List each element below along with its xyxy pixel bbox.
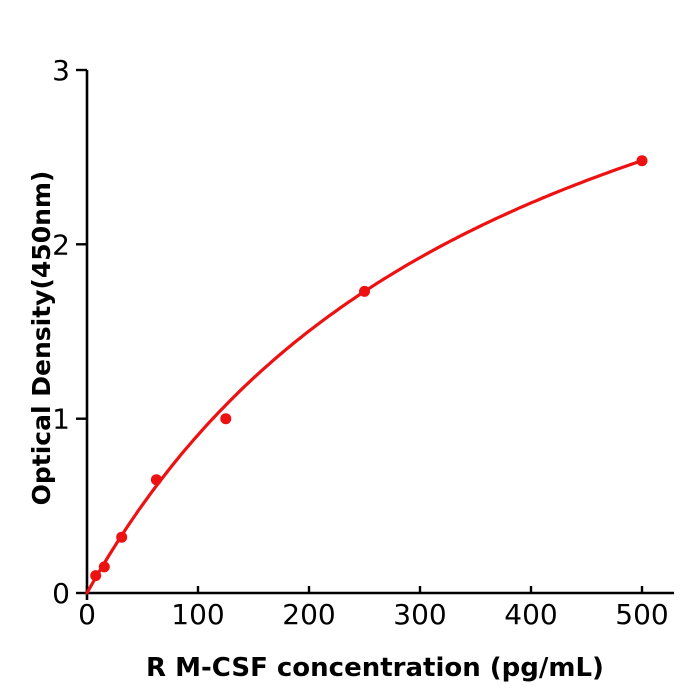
y-axis-title: Optical Density(450nm) bbox=[27, 171, 56, 506]
x-tick-label: 200 bbox=[282, 598, 335, 631]
y-tick-labels: 0 1 2 3 bbox=[52, 54, 70, 610]
x-tick-labels: 0 100 200 300 400 500 bbox=[78, 598, 669, 631]
x-tick-label: 100 bbox=[171, 598, 224, 631]
x-tick-label: 400 bbox=[504, 598, 557, 631]
data-point bbox=[90, 570, 102, 582]
data-points bbox=[90, 155, 648, 582]
data-point bbox=[636, 155, 648, 167]
data-point bbox=[150, 474, 162, 486]
x-tick-label: 300 bbox=[393, 598, 446, 631]
data-point bbox=[98, 561, 110, 573]
y-tick-label: 0 bbox=[52, 577, 70, 610]
data-point bbox=[220, 413, 232, 425]
y-tick-marks bbox=[76, 68, 87, 595]
axes bbox=[85, 70, 674, 600]
x-axis-title: R M-CSF concentration (pg/mL) bbox=[146, 653, 604, 683]
y-tick-label: 1 bbox=[52, 403, 70, 436]
x-tick-label: 0 bbox=[78, 598, 96, 631]
data-point bbox=[116, 531, 128, 543]
y-tick-label: 2 bbox=[52, 228, 70, 261]
y-tick-label: 3 bbox=[52, 54, 70, 87]
fit-curve bbox=[85, 159, 644, 595]
data-point bbox=[359, 285, 370, 297]
x-tick-label: 500 bbox=[615, 598, 668, 631]
